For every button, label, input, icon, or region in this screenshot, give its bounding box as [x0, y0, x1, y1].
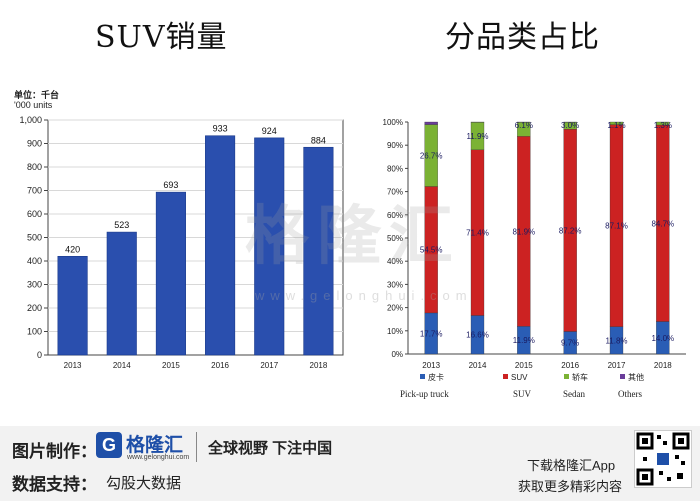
segment-value-label: 71.4%: [466, 229, 489, 238]
x-tick-label: 2013: [64, 361, 82, 370]
legend-label: SUV: [511, 373, 528, 382]
bar-value-label: 884: [311, 135, 326, 145]
segment-value-label: 14.0%: [651, 334, 674, 343]
bar: [303, 146, 334, 356]
slogan: 全球视野 下注中国: [208, 440, 333, 457]
legend-swatch: [503, 374, 508, 379]
x-tick-label: 2016: [561, 361, 579, 370]
y-tick-label: 30%: [387, 280, 403, 289]
bar: [155, 191, 186, 356]
stacked-bar-segment: [609, 121, 624, 125]
bar: [57, 255, 88, 356]
segment-value-label: 54.5%: [420, 246, 443, 255]
segment-value-label: 1.1%: [607, 121, 625, 130]
y-tick-label: 500: [27, 233, 42, 243]
y-tick-label: 70%: [387, 188, 403, 197]
footer-divider: [196, 432, 197, 462]
segment-value-label: 11.8%: [605, 336, 627, 345]
stacked-bar-segment: [656, 121, 670, 126]
y-tick-label: 0%: [391, 350, 403, 359]
segment-value-label: 11.9%: [513, 336, 535, 345]
suv-sales-bar-chart: 0 100 200 300 400 500 600 700 800 900 1,000 420 2013…: [19, 115, 344, 370]
segment-value-label: 87.1%: [605, 222, 628, 231]
segment-value-label: 26.7%: [420, 152, 443, 161]
category-share-stacked-chart: 0% 10% 20% 30% 40% 50% 60% 70% 80% 90% 100% 17.7% 54…: [383, 118, 686, 399]
y-tick-label: 100%: [383, 118, 403, 127]
y-tick-label: 400: [27, 256, 42, 266]
x-tick-label: 2014: [113, 361, 131, 370]
bar-value-label: 924: [262, 126, 277, 136]
segment-value-label: 16.6%: [466, 331, 489, 340]
logo-url: www.gelonghui.com: [127, 454, 190, 461]
segment-value-label: 84.7%: [651, 219, 674, 228]
y-tick-label: 600: [27, 209, 42, 219]
bar: [106, 231, 137, 356]
y-tick-label: 50%: [387, 234, 403, 243]
y-tick-label: 800: [27, 162, 42, 172]
x-tick-label: 2015: [162, 361, 180, 370]
bar-value-label: 693: [163, 180, 178, 190]
legend-label-en: SUV: [513, 389, 532, 399]
segment-value-label: 81.9%: [512, 227, 535, 236]
segment-value-label: 1.3%: [654, 121, 672, 130]
plot-area: [408, 122, 686, 354]
legend-label-en: Others: [618, 389, 642, 399]
x-tick-label: 2018: [310, 361, 328, 370]
legend-swatch: [420, 374, 425, 379]
y-tick-label: 200: [27, 303, 42, 313]
y-tick-label: 100: [27, 327, 42, 337]
x-tick-label: 2017: [260, 361, 278, 370]
x-tick-label: 2013: [422, 361, 440, 370]
bar: [254, 137, 285, 356]
y-tick-label: 300: [27, 280, 42, 290]
maker-label: 图片制作：: [12, 442, 97, 461]
qr-code-icon[interactable]: [634, 430, 692, 488]
segment-value-label: 11.9%: [466, 132, 488, 141]
y-tick-label: 1,000: [19, 115, 42, 125]
x-tick-label: 2016: [211, 361, 229, 370]
gelonghui-logo-icon: G: [96, 432, 122, 458]
logo-name: 格隆汇: [126, 435, 184, 456]
legend-label: 轿车: [572, 372, 588, 382]
bar: [205, 135, 236, 356]
stacked-bar-segment: [424, 121, 438, 125]
x-tick-label: 2018: [654, 361, 672, 370]
y-tick-label: 700: [27, 186, 42, 196]
x-tick-label: 2015: [515, 361, 533, 370]
y-tick-label: 40%: [387, 257, 403, 266]
y-tick-label: 900: [27, 139, 42, 149]
legend-label: 其他: [628, 372, 644, 382]
data-support-label: 数据支持：: [12, 475, 97, 494]
y-tick-label: 0: [37, 350, 42, 360]
y-tick-label: 80%: [387, 164, 403, 173]
x-tick-label: 2014: [469, 361, 487, 370]
more-content-text: 获取更多精彩内容: [518, 479, 623, 494]
legend-label-en: Sedan: [563, 389, 585, 399]
download-app-text[interactable]: 下载格隆汇App: [527, 458, 616, 473]
x-tick-label: 2017: [608, 361, 626, 370]
segment-value-label: 87.2%: [559, 226, 582, 235]
unit-label-en: '000 units: [14, 100, 53, 110]
segment-value-label: 3.0%: [561, 121, 579, 130]
segment-value-label: 17.7%: [420, 329, 443, 338]
left-chart-title: SUV销量: [95, 20, 228, 55]
bar-value-label: 933: [213, 124, 228, 134]
legend-swatch: [620, 374, 625, 379]
segment-value-label: 6.1%: [515, 121, 533, 130]
y-tick-label: 20%: [387, 304, 403, 313]
legend-label: 皮卡: [428, 372, 444, 382]
y-tick-label: 60%: [387, 211, 403, 220]
right-chart-title: 分品类占比: [445, 20, 600, 55]
y-tick-label: 90%: [387, 141, 403, 150]
legend-swatch: [564, 374, 569, 379]
segment-value-label: 9.7%: [561, 339, 579, 348]
bar-value-label: 420: [65, 244, 80, 254]
bar-value-label: 523: [114, 220, 129, 230]
y-tick-label: 10%: [387, 327, 403, 336]
legend-label-en: Pick-up truck: [400, 389, 449, 399]
unit-label-cn: 单位：千台: [14, 90, 60, 100]
data-source: 勾股大数据: [106, 475, 182, 492]
